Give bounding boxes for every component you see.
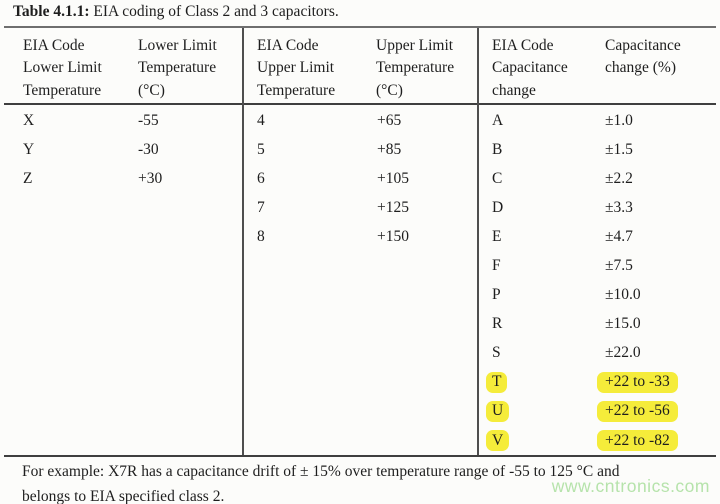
table-row: X -55 (4, 106, 243, 135)
column-header-eia-code-upper: EIA Code Upper Limit Temperature (257, 37, 336, 99)
group-header: EIA Code Upper Limit Temperature Upper L… (243, 28, 478, 105)
table-row-highlighted: T +22 to -33 (478, 368, 716, 397)
value-cell: ±3.3 (605, 198, 633, 216)
value-cell: ±10.0 (605, 286, 641, 304)
highlight-pill: +22 to -33 (597, 371, 678, 393)
table-caption-text: EIA coding of Class 2 and 3 capacitors. (89, 3, 339, 20)
value-cell: ±4.7 (605, 227, 633, 245)
table-row-highlighted: V +22 to -82 (478, 426, 716, 455)
table-row: F ±7.5 (478, 251, 716, 280)
eia-code-cell: C (492, 169, 503, 187)
group-header: EIA Code Capacitance change Capacitance … (478, 28, 716, 105)
eia-code-cell: S (492, 344, 501, 362)
eia-code-cell: E (492, 227, 502, 245)
group-body: 4 +65 5 +85 6 +105 7 +125 (243, 105, 478, 455)
eia-coding-table: EIA Code Lower Limit Temperature Lower L… (4, 26, 716, 457)
value-cell: -30 (138, 140, 159, 158)
value-cell: ±1.0 (605, 111, 633, 129)
table-row: 4 +65 (243, 106, 478, 135)
table-grid: EIA Code Lower Limit Temperature Lower L… (4, 28, 716, 455)
eia-code-cell: 5 (257, 140, 265, 158)
eia-code-cell: D (492, 198, 504, 216)
highlight-pill: U (486, 400, 510, 422)
value-cell: +85 (377, 140, 402, 158)
value-cell: +150 (377, 227, 409, 245)
table-row: 8 +150 (243, 222, 478, 251)
table-caption: Table 4.1.1: EIA coding of Class 2 and 3… (13, 3, 339, 21)
eia-code-cell: P (492, 286, 501, 304)
table-row: R ±15.0 (478, 310, 716, 339)
eia-code-cell: T (486, 371, 605, 393)
eia-code-cell: F (492, 257, 501, 275)
table-row: S ±22.0 (478, 339, 716, 368)
eia-code-cell: A (492, 111, 504, 129)
eia-code-cell: Z (23, 169, 33, 187)
highlight-pill: +22 to -56 (597, 400, 678, 422)
eia-code-cell: 8 (257, 227, 265, 245)
table-row: D ±3.3 (478, 193, 716, 222)
highlight-pill: V (486, 430, 510, 452)
table-row: 7 +125 (243, 193, 478, 222)
value-cell: ±2.2 (605, 169, 633, 187)
column-group-upper-limit: EIA Code Upper Limit Temperature Upper L… (243, 28, 478, 455)
eia-code-cell: X (23, 111, 35, 129)
table-row: 5 +85 (243, 135, 478, 164)
table-row: B ±1.5 (478, 135, 716, 164)
group-body: X -55 Y -30 Z +30 (4, 105, 243, 455)
footnote-line: belongs to EIA specified class 2. (22, 487, 225, 504)
highlight-pill: +22 to -82 (597, 430, 678, 452)
column-header-upper-limit-temp: Upper Limit Temperature (°C) (376, 37, 455, 99)
value-cell: +22 to -82 (597, 430, 678, 452)
eia-code-cell: 7 (257, 198, 265, 216)
table-row-highlighted: U +22 to -56 (478, 397, 716, 426)
value-cell: +22 to -56 (597, 400, 678, 422)
value-cell: ±22.0 (605, 344, 641, 362)
table-row: C ±2.2 (478, 164, 716, 193)
eia-code-cell: R (492, 315, 503, 333)
value-cell: +30 (138, 169, 163, 187)
value-cell: +22 to -33 (597, 371, 678, 393)
value-cell: ±15.0 (605, 315, 641, 333)
table-row: E ±4.7 (478, 222, 716, 251)
table-row: Z +30 (4, 164, 243, 193)
table-footnote: For example: X7R has a capacitance drift… (22, 460, 714, 504)
eia-code-cell: V (486, 430, 605, 452)
footnote-line: For example: X7R has a capacitance drift… (22, 463, 620, 480)
column-divider (477, 28, 479, 455)
eia-code-cell: 4 (257, 111, 265, 129)
table-caption-number: Table 4.1.1: (13, 3, 90, 20)
eia-code-cell: B (492, 140, 503, 158)
value-cell: ±7.5 (605, 257, 633, 275)
column-header-eia-code-lower: EIA Code Lower Limit Temperature (23, 37, 102, 99)
value-cell: -55 (138, 111, 159, 129)
watermark-text: www.cntronics.com (551, 476, 710, 496)
table-row: Y -30 (4, 135, 243, 164)
value-cell: +105 (377, 169, 409, 187)
column-header-eia-code-capacitance: EIA Code Capacitance change (492, 37, 568, 99)
group-header: EIA Code Lower Limit Temperature Lower L… (4, 28, 243, 105)
column-header-lower-limit-temp: Lower Limit Temperature (°C) (138, 37, 217, 99)
eia-code-cell: 6 (257, 169, 265, 187)
table-row: A ±1.0 (478, 106, 716, 135)
group-body: A ±1.0 B ±1.5 C ±2.2 D ±3.3 (478, 105, 716, 455)
highlight-pill: T (486, 371, 508, 393)
eia-code-cell: U (486, 400, 605, 422)
eia-code-cell: Y (23, 140, 35, 158)
value-cell: +65 (377, 111, 402, 129)
value-cell: +125 (377, 198, 409, 216)
column-group-lower-limit: EIA Code Lower Limit Temperature Lower L… (4, 28, 243, 455)
column-header-capacitance-change: Capacitance change (%) (605, 37, 681, 77)
column-group-capacitance-change: EIA Code Capacitance change Capacitance … (478, 28, 716, 455)
table-row: 6 +105 (243, 164, 478, 193)
table-row: P ±10.0 (478, 281, 716, 310)
column-divider (242, 28, 244, 455)
value-cell: ±1.5 (605, 140, 633, 158)
